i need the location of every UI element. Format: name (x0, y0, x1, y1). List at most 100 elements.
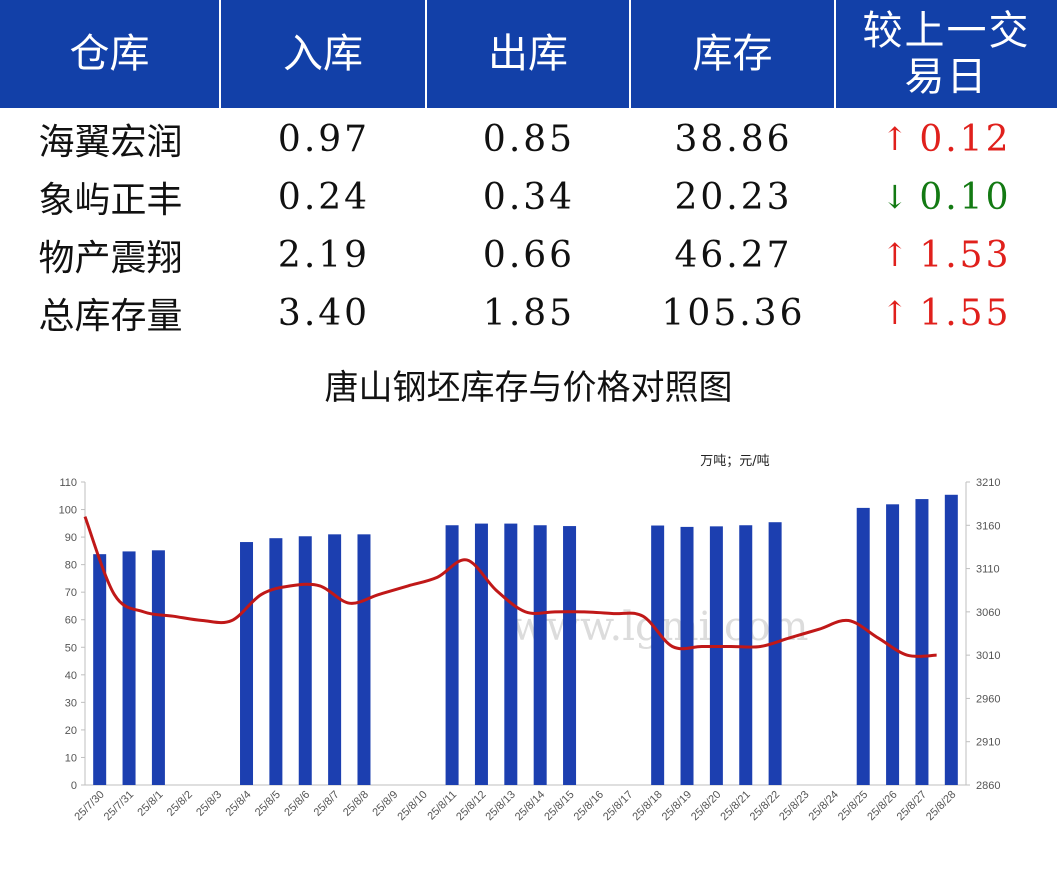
x-tick-label: 25/8/7 (312, 789, 342, 819)
inventory-table: 仓库 入库 出库 库存 较上一交易日 海翼宏润 0.97 0.85 38.86 ↑ 0.1… (0, 0, 1057, 340)
inbound-value: 0.24 (277, 176, 371, 218)
inventory-bar (93, 554, 107, 785)
table-row: 物产震翔 2.19 0.66 46.27 ↑ 1.53 (0, 226, 1057, 284)
chart-title: 唐山钢坯库存与价格对照图 (324, 368, 733, 408)
inventory-bar (328, 534, 342, 785)
unit-label: 万吨；元/吨 (700, 454, 769, 469)
y-right-tick-label: 3210 (976, 477, 1000, 489)
stock-value: 105.36 (661, 292, 806, 334)
x-tick-label: 25/8/27 (895, 789, 929, 823)
inventory-bar (240, 542, 254, 785)
warehouse-name: 象屿正丰 (38, 180, 183, 221)
y-right-tick-label: 2860 (976, 780, 1000, 792)
y-left-tick-label: 40 (65, 670, 77, 682)
change-cell: ↑ 1.55 (836, 284, 1057, 342)
table-body: 海翼宏润 0.97 0.85 38.86 ↑ 0.12 象屿正丰 0.24 0.34 20.23 ↓… (0, 110, 1057, 342)
inventory-bar (915, 499, 929, 785)
y-right-tick-label: 3010 (976, 650, 1000, 662)
table-row: 象屿正丰 0.24 0.34 20.23 ↓ 0.10 (0, 168, 1057, 226)
x-tick-label: 25/8/28 (924, 789, 958, 823)
outbound-value: 1.85 (482, 292, 576, 334)
inventory-bar (563, 526, 577, 785)
x-tick-label: 25/8/13 (483, 789, 517, 823)
y-left-tick-label: 70 (65, 587, 77, 599)
table-row: 海翼宏润 0.97 0.85 38.86 ↑ 0.12 (0, 110, 1057, 168)
inventory-bar (122, 551, 136, 785)
inventory-bar (357, 534, 371, 785)
x-tick-label: 25/8/26 (865, 789, 899, 823)
inventory-bar (445, 525, 459, 785)
y-left-tick-label: 30 (65, 697, 77, 709)
y-left-tick-label: 100 (59, 505, 77, 517)
change-cell: ↑ 1.53 (836, 226, 1057, 284)
y-right-tick-label: 3110 (976, 564, 1000, 576)
inventory-bar (651, 525, 665, 785)
x-tick-label: 25/8/12 (454, 789, 488, 823)
inventory-bar (298, 536, 312, 785)
y-right-tick-label: 2960 (976, 693, 1000, 705)
y-left-tick-label: 60 (65, 615, 77, 627)
y-left-tick-label: 110 (59, 477, 77, 489)
x-tick-label: 25/8/2 (165, 789, 195, 819)
x-tick-label: 25/8/14 (513, 789, 547, 823)
x-tick-label: 25/8/8 (341, 789, 371, 819)
x-tick-label: 25/8/15 (542, 789, 576, 823)
arrow-up-icon: ↑ (881, 236, 912, 274)
header-stock: 库存 (631, 0, 836, 108)
change-value: 1.53 (919, 234, 1012, 276)
inventory-bar (944, 494, 958, 785)
change-cell: ↑ 0.12 (836, 110, 1057, 168)
inbound-value: 2.19 (277, 234, 371, 276)
x-tick-label: 25/8/5 (253, 789, 283, 819)
stock-value: 38.86 (674, 118, 793, 160)
header-warehouse: 仓库 (0, 0, 221, 108)
header-inbound: 入库 (221, 0, 427, 108)
x-tick-label: 25/8/3 (194, 789, 224, 819)
x-tick-label: 25/8/17 (601, 789, 635, 823)
change-value: 1.55 (919, 292, 1012, 334)
header-outbound: 出库 (427, 0, 631, 108)
y-left-tick-label: 90 (65, 532, 77, 544)
change-value: 0.10 (919, 176, 1012, 218)
x-tick-label: 25/8/4 (224, 789, 254, 819)
inventory-bar (269, 538, 283, 785)
outbound-value: 0.85 (482, 118, 576, 160)
inventory-bar (504, 523, 518, 785)
x-tick-label: 25/8/22 (748, 789, 782, 823)
outbound-value: 0.66 (482, 234, 576, 276)
inbound-value: 3.40 (277, 292, 371, 334)
inventory-bar (533, 525, 547, 785)
stock-value: 20.23 (674, 176, 793, 218)
stock-value: 46.27 (674, 234, 793, 276)
table-row: 总库存量 3.40 1.85 105.36 ↑ 1.55 (0, 284, 1057, 342)
inventory-bar (739, 525, 753, 785)
x-tick-label: 25/7/31 (102, 789, 136, 823)
header-change: 较上一交易日 (836, 0, 1057, 108)
warehouse-name: 总库存量 (38, 296, 183, 337)
x-tick-label: 25/8/23 (777, 789, 811, 823)
x-tick-label: 25/8/20 (689, 789, 723, 823)
inbound-value: 0.97 (277, 118, 371, 160)
y-left-tick-label: 10 (65, 752, 77, 764)
inventory-bar (680, 526, 694, 785)
x-tick-label: 25/8/1 (135, 789, 165, 819)
x-tick-label: 25/8/25 (836, 789, 870, 823)
change-value: 0.12 (919, 118, 1012, 160)
x-tick-label: 25/8/21 (718, 789, 752, 823)
table-header: 仓库 入库 出库 库存 较上一交易日 (0, 0, 1057, 108)
change-cell: ↓ 0.10 (836, 168, 1057, 226)
y-left-tick-label: 20 (65, 725, 77, 737)
inventory-bar (886, 504, 900, 785)
arrow-up-icon: ↑ (881, 294, 912, 332)
warehouse-name: 物产震翔 (38, 238, 183, 279)
x-tick-label: 25/8/19 (660, 789, 694, 823)
inventory-bar (856, 507, 870, 785)
inventory-bar (709, 526, 723, 785)
x-tick-label: 25/8/16 (572, 789, 606, 823)
warehouse-name: 海翼宏润 (38, 122, 183, 163)
inventory-bar (768, 522, 782, 785)
x-tick-label: 25/8/11 (425, 789, 459, 823)
inventory-bar (151, 550, 165, 785)
x-tick-label: 25/8/24 (807, 789, 841, 823)
